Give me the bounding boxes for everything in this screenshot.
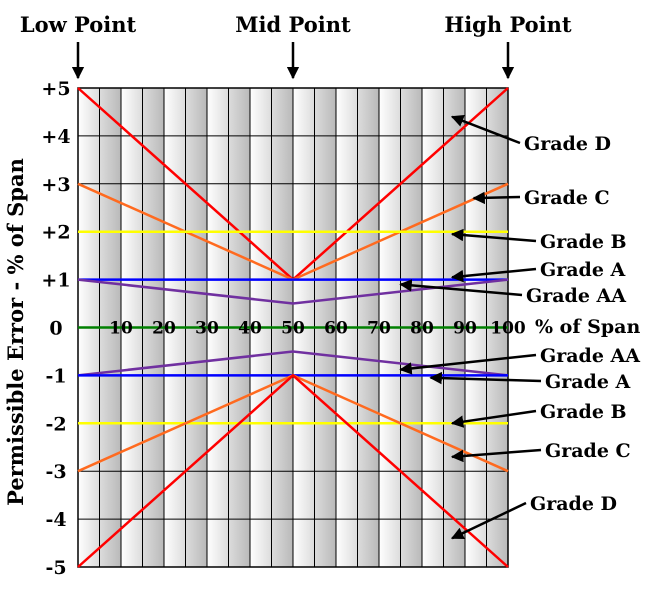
annotation-label: Grade A [545, 371, 631, 393]
y-tick-label: +1 [41, 270, 70, 292]
x-tick-label: 40 [238, 319, 262, 339]
x-tick-label: 30 [195, 319, 219, 339]
annotation-label: Grade C [524, 187, 610, 209]
x-tick-label: 60 [324, 319, 348, 339]
annotation-arrow [450, 114, 521, 145]
annotation-label: Grade AA [540, 345, 640, 367]
annotation-arrow [429, 371, 542, 385]
y-tick-label: 0 [49, 318, 62, 340]
x-tick-label: 70 [367, 319, 391, 339]
y-axis-label: Permissible Error - % of Span [3, 158, 28, 506]
annotation-arrow [450, 448, 542, 463]
x-tick-label: 100 [490, 319, 526, 339]
y-tick-labels: +5 +4 +3 +2 +1 0 -1 -2 -3 -4 -5 [41, 78, 70, 579]
annotation-label: Grade B [540, 401, 627, 423]
x-tick-label: 20 [152, 319, 176, 339]
annotations: Grade D Grade C Grade B Grade A Grade AA Grad… [399, 114, 640, 540]
annotation-label: Grade B [540, 231, 627, 253]
top-label: Low Point [20, 12, 137, 37]
annotation-arrow [399, 279, 523, 297]
annotation-label: Grade AA [526, 285, 626, 307]
top-label: Mid Point [235, 12, 351, 37]
y-tick-label: -4 [45, 509, 66, 531]
top-markers: Low Point Mid Point High Point [20, 12, 572, 80]
y-tick-label: +5 [41, 78, 70, 100]
series-line-grade-d [77, 373, 509, 568]
annotation-label: Grade C [545, 440, 631, 462]
x-tick-label: 80 [410, 319, 434, 339]
y-tick-label: +3 [41, 174, 70, 196]
x-tick-labels: 10 20 30 40 50 60 70 80 90 100 [109, 319, 526, 339]
annotation-label: Grade A [540, 259, 626, 281]
x-tick-label: 90 [453, 319, 477, 339]
y-tick-label: +2 [41, 222, 70, 244]
annotation-arrow [450, 409, 537, 428]
annotation-label: Grade D [524, 133, 611, 155]
annotation-arrow [450, 228, 537, 243]
annotation-arrow [450, 501, 527, 540]
x-tick-label: 10 [109, 319, 133, 339]
y-tick-label: -5 [45, 557, 66, 579]
x-axis-label: % of Span [535, 316, 640, 338]
annotation-arrow [472, 191, 521, 205]
y-tick-label: -2 [45, 413, 66, 435]
top-label: High Point [444, 12, 572, 37]
annotation-arrow [399, 353, 537, 375]
annotation-label: Grade D [530, 493, 617, 515]
series-line-grade-aa [77, 350, 509, 377]
y-tick-label: -1 [45, 365, 66, 387]
x-tick-label: 50 [281, 319, 305, 339]
annotation-arrow [450, 267, 537, 283]
y-tick-label: -3 [45, 461, 66, 483]
y-tick-label: +4 [41, 126, 70, 148]
